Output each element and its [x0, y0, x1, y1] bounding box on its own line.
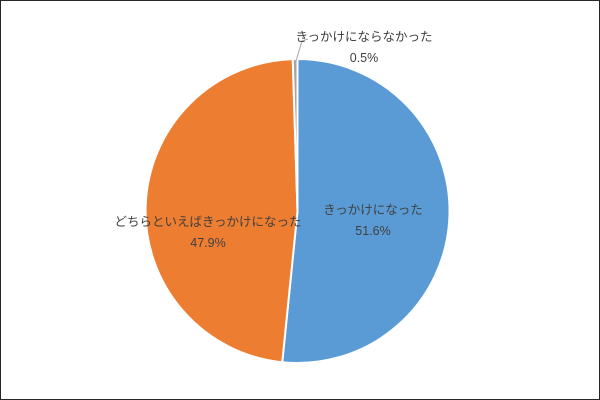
data-label-slice-became-trigger: きっかけになった 51.6%: [323, 200, 423, 242]
data-label-percent: 47.9%: [190, 236, 226, 250]
pie-slice-1: [144, 58, 299, 364]
data-label-slice-not-trigger: きっかけにならなかった 0.5%: [295, 27, 432, 69]
data-label-percent: 51.6%: [355, 224, 391, 238]
data-label-text: きっかけになった: [323, 203, 423, 217]
data-label-percent: 0.5%: [349, 51, 379, 65]
pie-slice-0: [281, 57, 451, 364]
pie-slice-2: [291, 57, 299, 212]
data-label-text: きっかけにならなかった: [295, 30, 433, 44]
leader-line: [295, 38, 309, 62]
pie-slices: [144, 57, 451, 364]
data-label-text: どちらといえばきっかけになった: [114, 215, 302, 229]
data-label-slice-somewhat-trigger: どちらといえばきっかけになった 47.9%: [114, 212, 301, 254]
